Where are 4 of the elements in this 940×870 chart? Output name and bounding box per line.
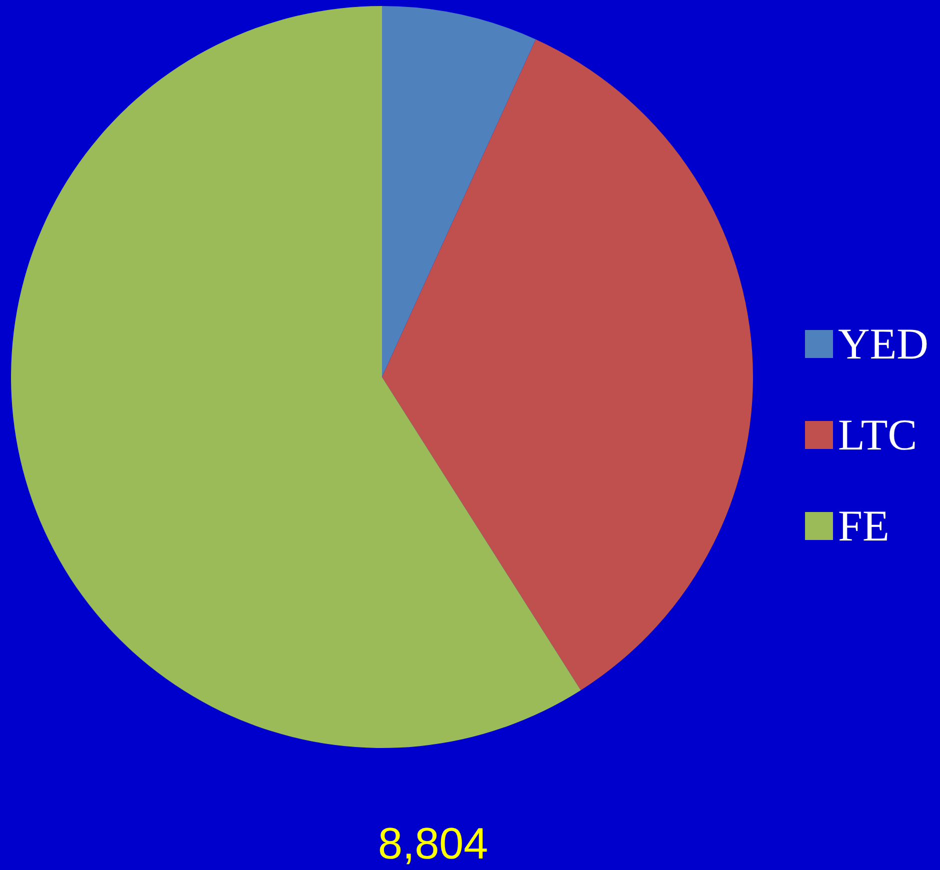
text: 8,804	[378, 820, 488, 868]
legend-label: LTC	[838, 410, 918, 460]
legend-label: YED	[838, 320, 928, 368]
legend-label: FE	[838, 502, 890, 550]
